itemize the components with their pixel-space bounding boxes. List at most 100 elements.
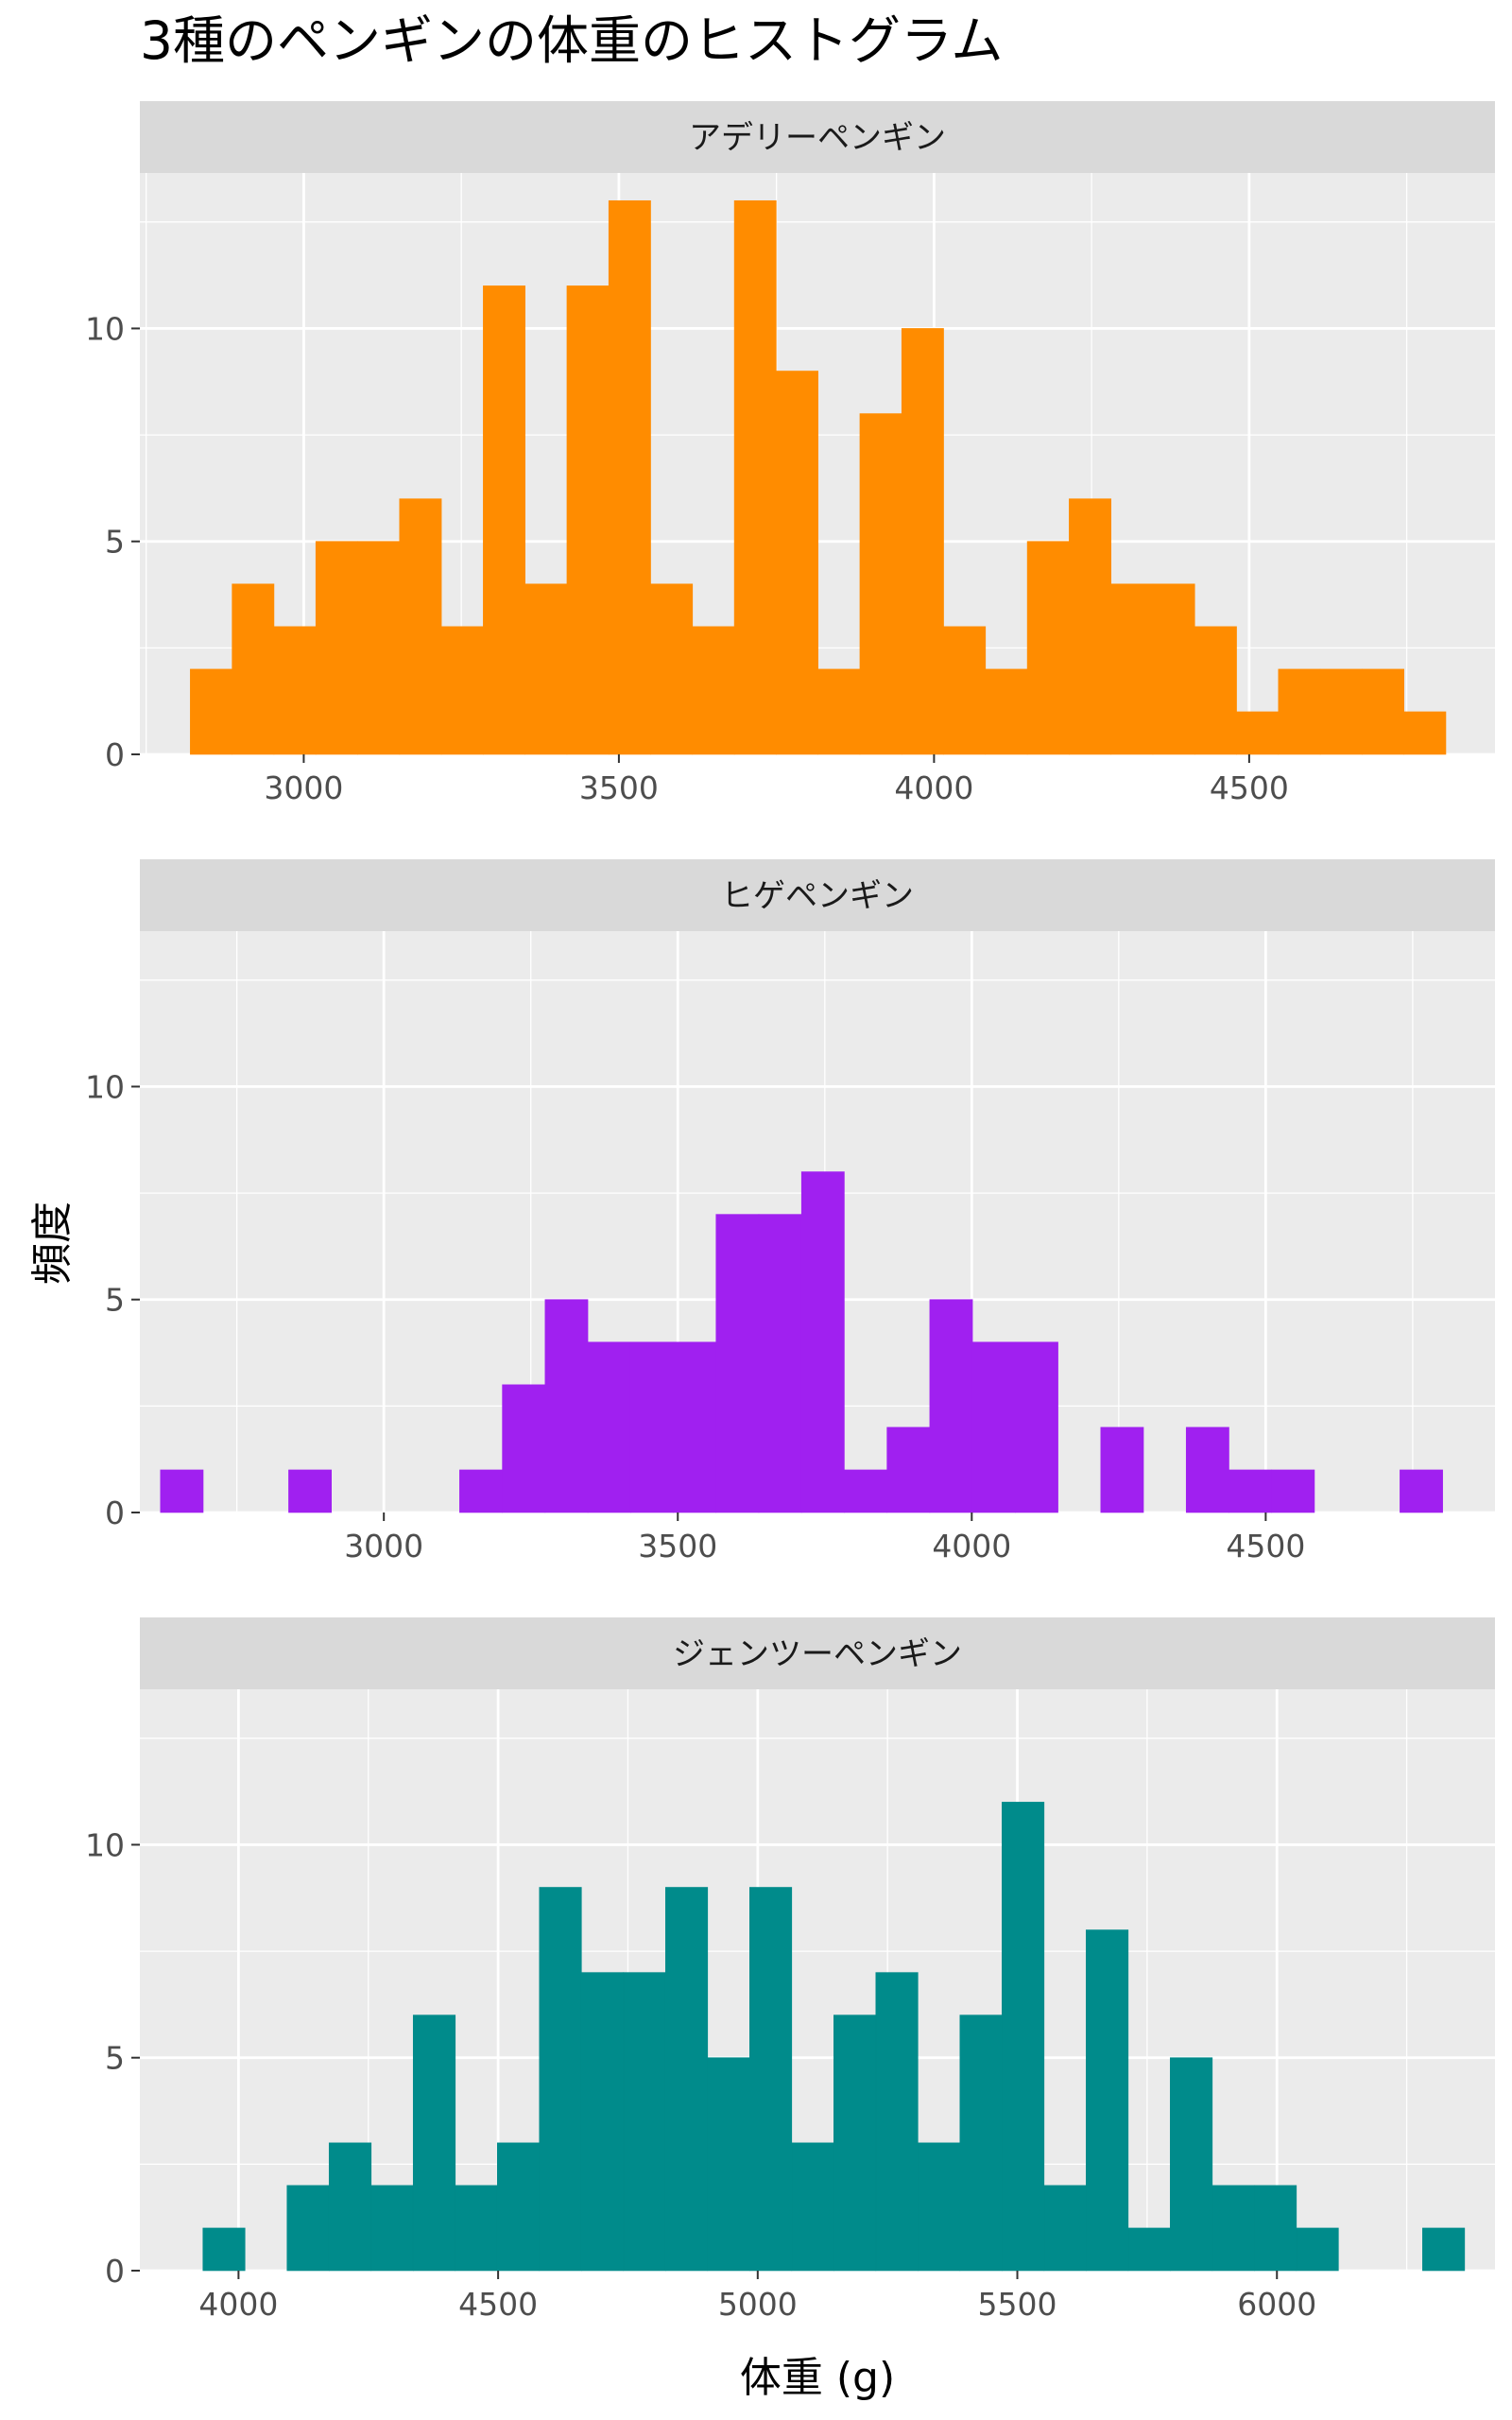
histogram-bar bbox=[370, 2185, 414, 2272]
histogram-bar bbox=[758, 1214, 802, 1513]
histogram-bar bbox=[160, 1469, 204, 1513]
histogram-bar bbox=[483, 285, 525, 755]
histogram-bar bbox=[1015, 1341, 1058, 1513]
histogram-bar bbox=[844, 1469, 887, 1513]
histogram-bar bbox=[664, 1887, 709, 2272]
histogram-bar bbox=[496, 2142, 541, 2272]
x-tick-label: 5000 bbox=[718, 2286, 798, 2323]
facet-strip bbox=[140, 859, 1495, 931]
histogram-bar bbox=[1362, 668, 1404, 755]
histogram-bar bbox=[833, 2014, 877, 2272]
x-tick-label: 4000 bbox=[932, 1528, 1011, 1564]
facet-strip-label: ジェンツーペンギン bbox=[673, 1635, 962, 1673]
histogram-bar bbox=[629, 1341, 674, 1513]
histogram-bar bbox=[587, 1341, 631, 1513]
y-tick-label: 0 bbox=[105, 2253, 125, 2290]
histogram-bar bbox=[502, 1384, 546, 1513]
histogram-bar bbox=[459, 1469, 503, 1513]
facet-panels: アデリーペンギン 3000 3500 4000 4500 0 5 10 ヒゲペンギン 3000 35… bbox=[85, 101, 1495, 2323]
x-tick-label: 4000 bbox=[894, 769, 973, 806]
y-axis-title: 頻度 bbox=[28, 1201, 77, 1285]
histogram-bar bbox=[733, 199, 777, 755]
histogram-bar bbox=[650, 583, 694, 755]
histogram-bar bbox=[918, 2142, 961, 2272]
histogram-bar bbox=[1254, 2185, 1297, 2272]
facet-panel: ジェンツーペンギン 4000 4500 5000 5500 6000 0 5 10 bbox=[85, 1617, 1495, 2323]
x-tick-label: 6000 bbox=[1237, 2286, 1316, 2323]
histogram-bar bbox=[1043, 2185, 1087, 2272]
histogram-bar bbox=[1110, 583, 1154, 755]
histogram-bar bbox=[1271, 1469, 1315, 1513]
histogram-bar bbox=[1152, 583, 1195, 755]
histogram-bar bbox=[959, 2014, 1003, 2272]
histogram-bar bbox=[1228, 1469, 1273, 1513]
histogram-bar bbox=[580, 1972, 625, 2272]
histogram-bar bbox=[1400, 1469, 1443, 1513]
histogram-bar bbox=[859, 413, 902, 755]
histogram-bar bbox=[1026, 541, 1070, 755]
x-tick-label: 4500 bbox=[1210, 769, 1289, 806]
x-tick-label: 3500 bbox=[579, 769, 659, 806]
x-tick-label: 3500 bbox=[638, 1528, 717, 1564]
histogram-bar bbox=[791, 2142, 834, 2272]
histogram-bar bbox=[901, 328, 944, 755]
histogram-bar bbox=[286, 2185, 330, 2272]
histogram-bar bbox=[985, 668, 1028, 755]
histogram-bar bbox=[524, 583, 568, 755]
histogram-bar bbox=[608, 199, 651, 755]
x-tick-label: 4000 bbox=[198, 2286, 278, 2323]
histogram-bar bbox=[412, 2014, 456, 2272]
histogram-bar bbox=[328, 2142, 372, 2272]
x-tick-label: 5500 bbox=[978, 2286, 1057, 2323]
histogram-bar bbox=[1127, 2227, 1171, 2272]
y-tick-label: 10 bbox=[85, 310, 125, 347]
histogram-bar bbox=[399, 498, 442, 755]
facet-panel: ヒゲペンギン 3000 3500 4000 4500 0 5 10 bbox=[85, 859, 1495, 1564]
facet-strip-label: アデリーペンギン bbox=[689, 119, 946, 157]
y-tick-label: 5 bbox=[105, 2040, 125, 2077]
facet-strip-label: ヒゲペンギン bbox=[721, 877, 914, 915]
y-tick-label: 10 bbox=[85, 1068, 125, 1105]
histogram-bar bbox=[202, 2227, 246, 2272]
y-tick-label: 0 bbox=[105, 1495, 125, 1531]
histogram-bar bbox=[1296, 2227, 1339, 2272]
histogram-bar bbox=[673, 1341, 717, 1513]
y-tick-label: 5 bbox=[105, 524, 125, 561]
histogram-bar bbox=[1403, 711, 1447, 755]
facet-panel: アデリーペンギン 3000 3500 4000 4500 0 5 10 bbox=[85, 101, 1495, 806]
y-tick-label: 5 bbox=[105, 1282, 125, 1319]
histogram-bar bbox=[1211, 2185, 1255, 2272]
histogram-bar bbox=[315, 541, 358, 755]
histogram-bar bbox=[273, 626, 317, 755]
histogram-bar bbox=[455, 2185, 498, 2272]
histogram-bar bbox=[875, 1972, 919, 2272]
histogram-bar bbox=[776, 371, 818, 755]
histogram-bar bbox=[943, 626, 987, 755]
x-axis-title: 体重 (g) bbox=[740, 2354, 895, 2402]
histogram-bar bbox=[1278, 668, 1321, 755]
histogram-bar bbox=[539, 1887, 582, 2272]
facet-strip bbox=[140, 1617, 1495, 1689]
histogram-bar bbox=[1170, 2057, 1213, 2272]
histogram-bar bbox=[929, 1299, 973, 1513]
histogram-bar bbox=[1319, 668, 1363, 755]
histogram-bar bbox=[1086, 1929, 1129, 2272]
histogram-bar bbox=[1185, 1426, 1229, 1513]
x-tick-label: 4500 bbox=[1226, 1528, 1305, 1564]
histogram-bar bbox=[1194, 626, 1237, 755]
histogram-bar bbox=[288, 1469, 332, 1513]
histogram-bar bbox=[971, 1341, 1016, 1513]
histogram-bar bbox=[357, 541, 401, 755]
histogram-bar bbox=[715, 1214, 760, 1513]
histogram-bar bbox=[748, 1887, 793, 2272]
chart-title: 3種のペンギンの体重のヒストグラム bbox=[140, 10, 1003, 71]
histogram-bar bbox=[544, 1299, 589, 1513]
x-tick-label: 4500 bbox=[458, 2286, 538, 2323]
histogram-bar bbox=[566, 285, 610, 755]
histogram-bar bbox=[190, 668, 232, 755]
histogram-bar bbox=[692, 626, 735, 755]
x-tick-label: 3000 bbox=[344, 1528, 423, 1564]
y-tick-label: 0 bbox=[105, 736, 125, 773]
histogram-bar bbox=[886, 1426, 931, 1513]
